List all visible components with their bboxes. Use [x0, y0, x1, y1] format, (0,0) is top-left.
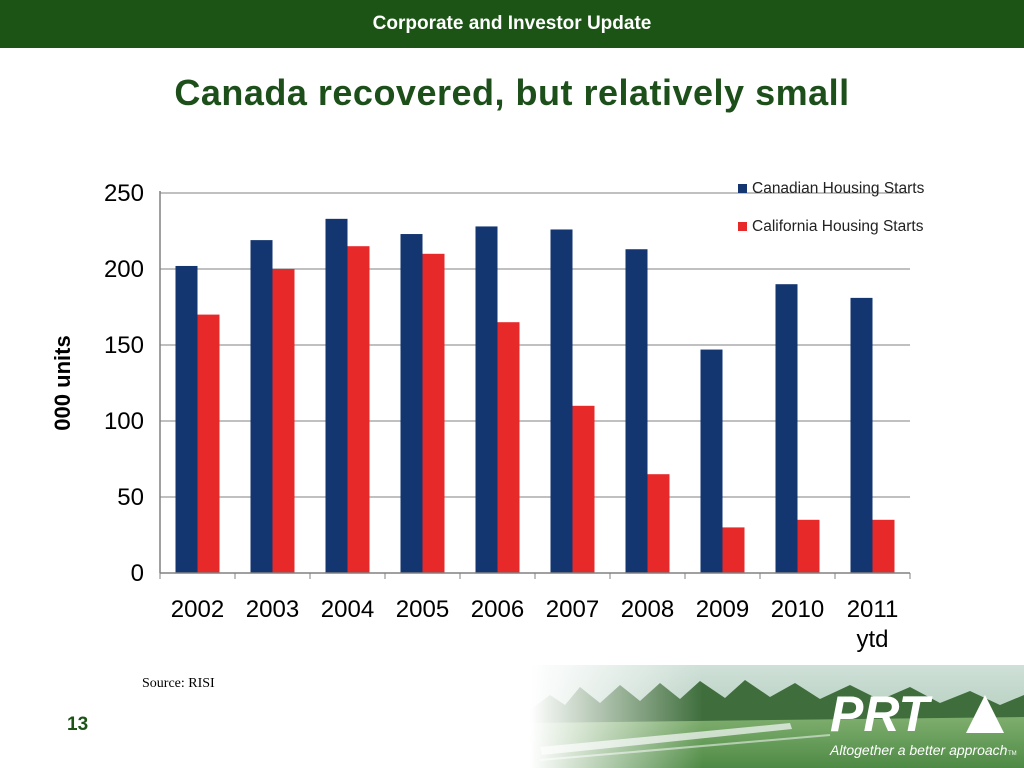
x-tick-label: 2007: [546, 596, 599, 623]
x-tick-label: 2009: [696, 596, 749, 623]
bar-california: [647, 474, 670, 573]
housing-starts-chart: 0 50 100 150 200 250 2002 2003 2004 2005 2006 2007 2…: [50, 180, 925, 653]
legend-label: California Housing Starts: [752, 218, 924, 235]
header-bar: Corporate and Investor Update: [0, 0, 1024, 48]
slide-title: Canada recovered, but relatively small: [174, 72, 850, 113]
x-tick-label: 2004: [321, 596, 374, 623]
y-tick-label: 200: [104, 256, 144, 283]
bar-canadian: [850, 297, 873, 573]
bar-canadian: [250, 240, 273, 573]
bar-canadian: [625, 249, 648, 573]
bar-california: [497, 322, 520, 573]
logo-tagline: Altogether a better approach: [829, 742, 1008, 758]
y-tick-label: 50: [117, 484, 144, 511]
legend-label: Canadian Housing Starts: [752, 180, 925, 197]
logo-wordmark: PRT: [830, 686, 934, 742]
x-tick-label: 2011 ytd: [847, 596, 899, 653]
bar-california: [422, 253, 445, 574]
prt-logo: PRT Altogether a better approach TM: [829, 686, 1017, 758]
bar-canadian: [325, 218, 348, 573]
forest-logo-banner: PRT Altogether a better approach TM: [530, 665, 1024, 768]
y-tick-label: 100: [104, 408, 144, 435]
header-title: Corporate and Investor Update: [372, 13, 652, 34]
logo-trademark: TM: [1008, 751, 1017, 757]
tree-icon: [966, 695, 1004, 733]
bar-canadian: [700, 349, 723, 573]
y-tick-label: 0: [131, 560, 144, 587]
x-tick-label: 2002: [171, 596, 224, 623]
x-tick-label: 2003: [246, 596, 299, 623]
y-axis-title: 000 units: [50, 335, 75, 430]
bar-california: [197, 314, 220, 573]
bar-california: [872, 519, 895, 573]
legend-swatch: [738, 184, 747, 193]
bar-canadian: [175, 265, 198, 573]
x-tick-label: 2008: [621, 596, 674, 623]
legend-swatch: [738, 222, 747, 231]
x-tick-label: 2010: [771, 596, 824, 623]
bar-canadian: [550, 229, 573, 574]
bar-california: [722, 527, 745, 573]
x-tick-label: 2006: [471, 596, 524, 623]
y-tick-label: 150: [104, 332, 144, 359]
bar-california: [572, 405, 595, 573]
bar-canadian: [475, 226, 498, 573]
bar-canadian: [775, 284, 798, 573]
bar-california: [797, 519, 820, 573]
bar-california: [272, 269, 295, 573]
y-tick-label: 250: [104, 180, 144, 207]
page-number: 13: [67, 714, 89, 735]
source-note: Source: RISI: [142, 676, 215, 691]
x-tick-label: 2005: [396, 596, 449, 623]
bar-california: [347, 246, 370, 573]
bar-canadian: [400, 234, 423, 573]
